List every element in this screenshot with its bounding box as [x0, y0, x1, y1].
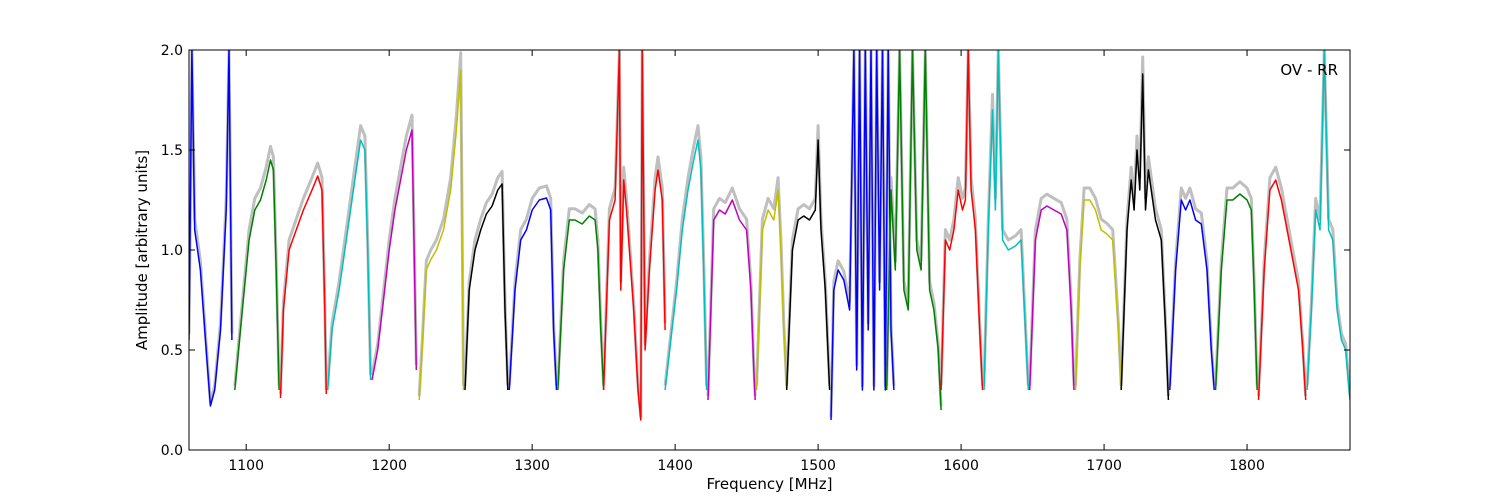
series-line-24	[1257, 179, 1307, 401]
x-tick-label: 1400	[657, 458, 693, 474]
background-traces	[189, 50, 1350, 419]
series-line-12	[707, 199, 756, 401]
y-axis-label: Amplitude [arbitrary units]	[133, 150, 151, 350]
axis-ticks: 1100 1200 1300 1400 1500 1600 1700 1800 0.0 0.5 1.…	[161, 43, 1350, 474]
y-tick-label: 0.0	[161, 443, 183, 459]
background-trace-2	[233, 144, 281, 386]
series-line-6	[418, 69, 465, 401]
series-line-2	[234, 159, 280, 391]
series-line-21	[1120, 73, 1170, 401]
background-trace-19	[1028, 192, 1076, 386]
x-tick-label: 1300	[514, 458, 550, 474]
series-line-16	[885, 50, 942, 411]
series-line-25	[1306, 50, 1350, 401]
x-tick-label: 1800	[1229, 458, 1265, 474]
x-tick-label: 1600	[943, 458, 979, 474]
series-line-17	[940, 50, 984, 391]
series-line-5	[371, 129, 418, 381]
series-line-14	[785, 139, 831, 391]
series-line-3	[279, 175, 328, 399]
series-line-15	[830, 50, 895, 421]
series-line-8	[508, 197, 558, 391]
background-trace-3	[279, 161, 328, 394]
y-tick-label: 2.0	[161, 43, 183, 59]
background-trace-12	[706, 186, 757, 397]
background-trace-18	[982, 50, 1030, 386]
x-tick-label: 1500	[800, 458, 836, 474]
y-tick-label: 0.5	[161, 343, 183, 359]
y-tick-label: 1.5	[161, 143, 183, 159]
series-line-4	[326, 139, 372, 391]
series-line-11	[664, 139, 708, 391]
y-tick-label: 1.0	[161, 243, 183, 259]
background-trace-17	[939, 50, 984, 386]
chart-annotation: OV - RR	[1280, 61, 1338, 79]
series-line-7	[464, 183, 509, 391]
background-trace-10	[602, 50, 667, 419]
x-axis-label: Frequency [MHz]	[706, 475, 832, 493]
background-trace-5	[370, 113, 418, 376]
background-trace-6	[417, 51, 465, 397]
series-line-22	[1169, 199, 1215, 391]
series-line-10	[602, 50, 666, 421]
series-traces	[189, 50, 1350, 421]
background-trace-8	[507, 184, 558, 386]
series-line-13	[755, 189, 788, 391]
background-trace-21	[1119, 55, 1170, 397]
series-line-9	[557, 215, 605, 391]
series-line-23	[1214, 193, 1258, 391]
x-tick-label: 1100	[228, 458, 264, 474]
series-line-19	[1028, 205, 1075, 391]
x-tick-label: 1700	[1086, 458, 1122, 474]
series-line-20	[1074, 199, 1122, 391]
series-line-1	[189, 50, 233, 407]
series-line-18	[983, 50, 1030, 391]
x-tick-label: 1200	[371, 458, 407, 474]
background-trace-4	[326, 124, 373, 386]
